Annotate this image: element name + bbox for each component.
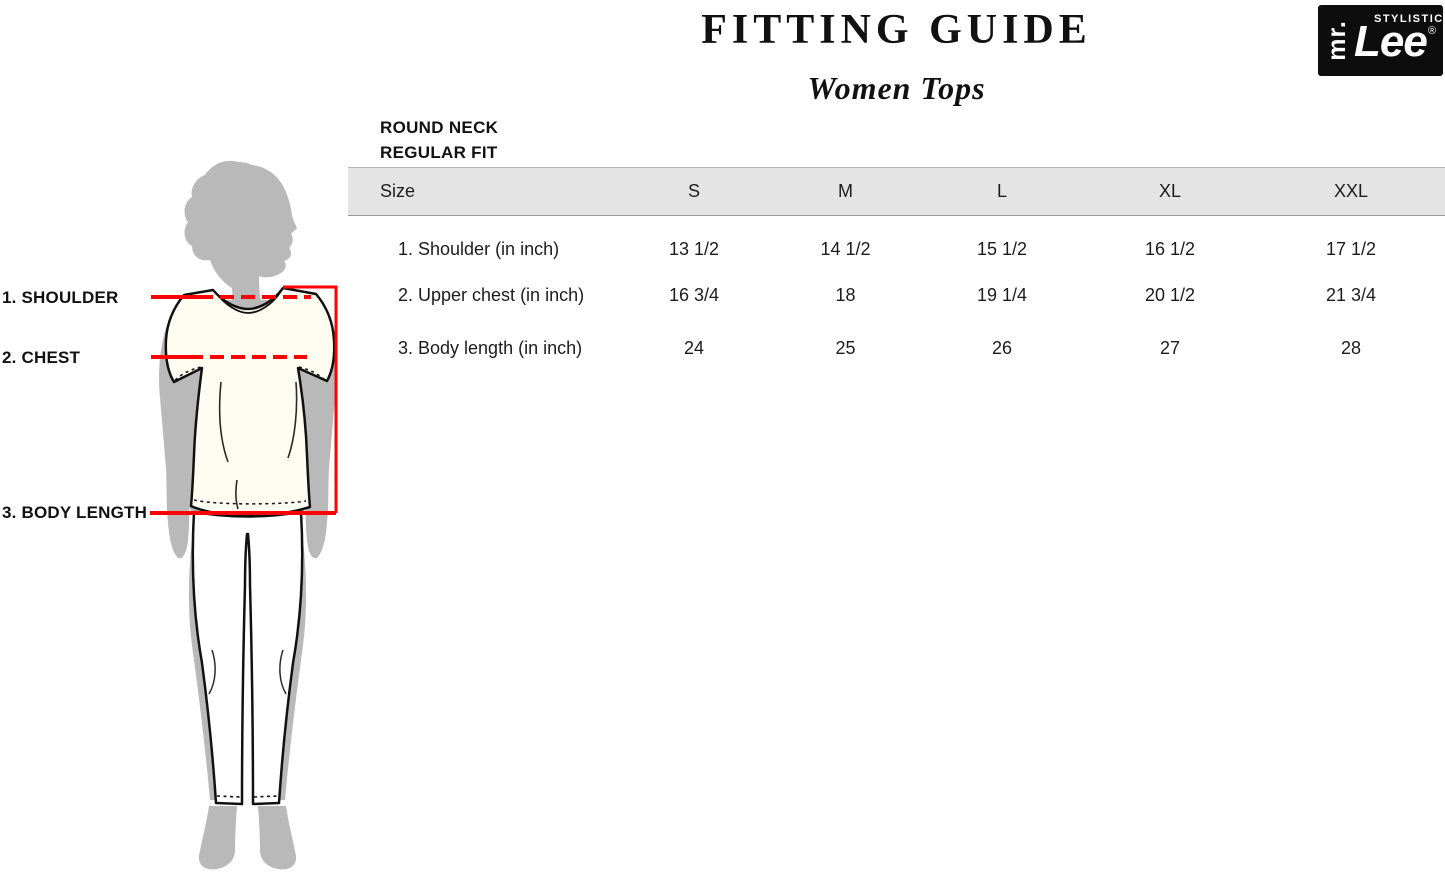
table-row-body-length: 3. Body length (in inch) 24 25 26 27 28	[348, 322, 1445, 375]
column-header-l: L	[921, 167, 1083, 216]
fit-heading-line2: REGULAR FIT	[380, 143, 498, 162]
value-cell: 15 1/2	[976, 238, 1028, 259]
body-length-bracket	[283, 285, 338, 513]
fit-heading-line1: ROUND NECK	[380, 118, 499, 137]
page-subtitle: Women Tops	[807, 70, 986, 106]
value-cell: 14 1/2	[820, 238, 871, 259]
column-header-m: M	[770, 167, 921, 216]
tshirt-sleeve-stitches	[174, 366, 326, 381]
value-cell: 13 1/2	[668, 238, 720, 259]
row-label: 3. Body length (in inch)	[398, 337, 583, 358]
value-cell: 21 3/4	[1325, 284, 1377, 305]
value-cell: 25	[835, 337, 856, 358]
tshirt-collar-band	[214, 290, 282, 314]
column-header-xl: XL	[1083, 167, 1257, 216]
logo-mr-vertical-text: mr.	[1322, 20, 1351, 61]
fit-heading: ROUND NECK REGULAR FIT	[380, 115, 498, 165]
tshirt-wrinkles	[218, 381, 298, 510]
value-cell: 19 1/4	[976, 284, 1028, 305]
label-chest: 2. CHEST	[2, 348, 81, 367]
column-header-size: Size	[348, 167, 618, 216]
registered-trademark-icon: ®	[1428, 25, 1437, 37]
logo-tagline: STYLISTIC	[1374, 13, 1443, 25]
body-figure-illustration	[150, 160, 338, 870]
value-cell: 16 3/4	[668, 284, 720, 305]
silhouette-left-foot	[198, 806, 237, 870]
leggings-knee-wrinkles	[208, 649, 287, 695]
silhouette-head	[184, 160, 310, 336]
value-cell: 16 1/2	[1144, 238, 1196, 259]
column-header-s: S	[618, 167, 770, 216]
tshirt-hem-stitch	[193, 499, 307, 505]
page-title: FITTING GUIDE	[701, 7, 1092, 53]
row-label: 2. Upper chest (in inch)	[398, 284, 585, 305]
value-cell: 28	[1340, 337, 1362, 358]
table-row-shoulder: 1. Shoulder (in inch) 13 1/2 14 1/2 15 1…	[348, 216, 1445, 269]
value-cell: 26	[991, 337, 1013, 358]
value-cell: 17 1/2	[1325, 238, 1377, 259]
leggings-right-cuff-stitch	[253, 795, 279, 798]
value-cell: 20 1/2	[1144, 284, 1196, 305]
value-cell: 18	[835, 284, 856, 305]
value-cell: 24	[683, 337, 705, 358]
column-header-xxl: XXL	[1257, 167, 1445, 216]
tshirt	[164, 286, 336, 518]
label-shoulder: 1. SHOULDER	[2, 288, 119, 307]
table-row-upper-chest: 2. Upper chest (in inch) 16 3/4 18 19 1/…	[348, 269, 1445, 322]
leggings-left-cuff-stitch	[216, 795, 242, 798]
leggings	[191, 510, 304, 806]
label-body-length: 3. BODY LENGTH	[2, 503, 148, 522]
size-chart-header-row: Size S M L XL XXL	[348, 167, 1445, 216]
logo-brand-name: Lee	[1354, 17, 1428, 66]
size-chart-table: Size S M L XL XXL 1. Shoulder (in inch) …	[348, 167, 1445, 375]
silhouette-right-foot	[258, 806, 297, 870]
value-cell: 27	[1159, 337, 1181, 358]
row-label: 1. Shoulder (in inch)	[398, 238, 560, 259]
brand-logo: mr. STYLISTIC Lee ®	[1318, 5, 1443, 76]
